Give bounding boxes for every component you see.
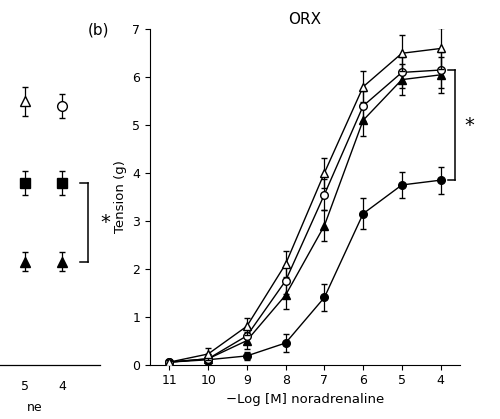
Title: ORX: ORX <box>288 12 322 27</box>
Text: *: * <box>100 212 110 232</box>
Text: (b): (b) <box>88 23 110 38</box>
Text: 4: 4 <box>58 380 66 393</box>
Text: ne: ne <box>27 401 43 414</box>
X-axis label: −Log [M] noradrenaline: −Log [M] noradrenaline <box>226 393 384 406</box>
Text: *: * <box>464 116 474 134</box>
Y-axis label: Tension (g): Tension (g) <box>114 160 126 233</box>
Text: 5: 5 <box>21 380 29 393</box>
